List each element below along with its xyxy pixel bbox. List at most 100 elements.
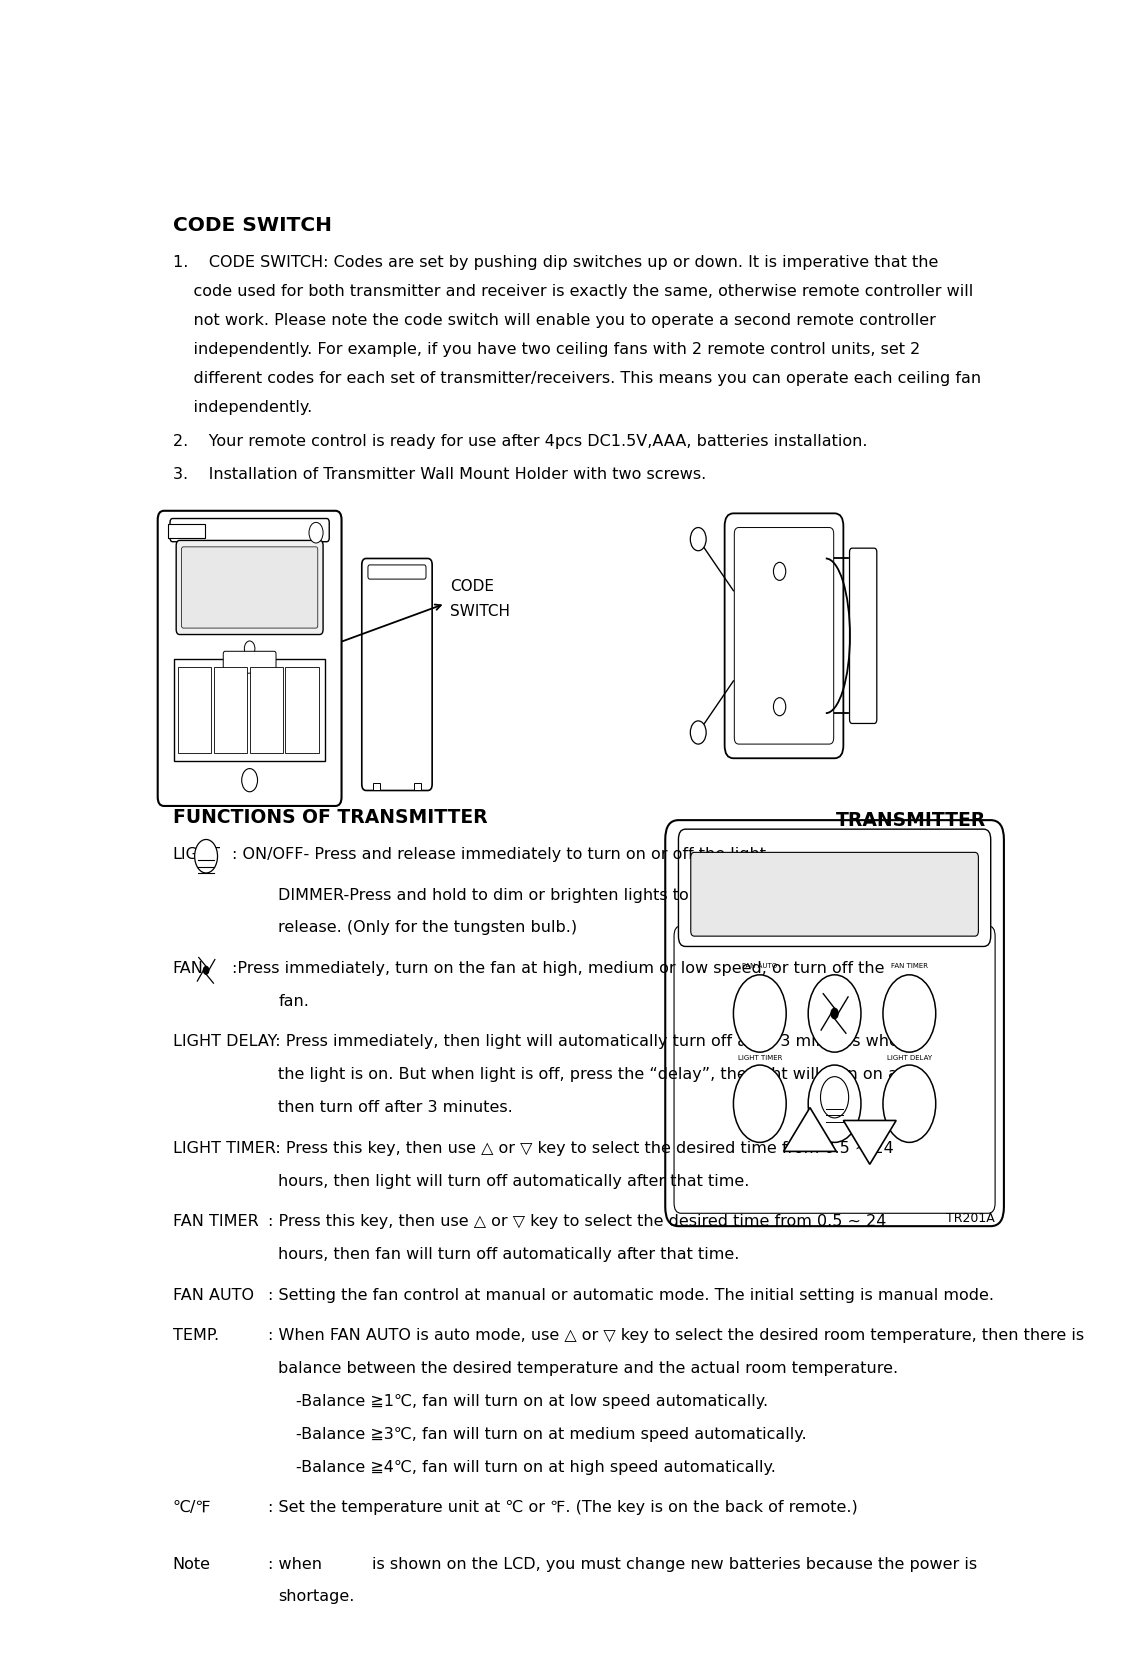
Text: ℃/℉: ℃/℉	[173, 1499, 211, 1514]
Text: AAA: AAA	[297, 704, 305, 709]
Text: -: -	[314, 736, 316, 739]
Bar	[364, 1548, 369, 1558]
Bar	[331, 1541, 364, 1566]
Text: +: +	[215, 736, 218, 739]
Text: CODE SWITCH: CODE SWITCH	[173, 216, 331, 236]
Circle shape	[242, 770, 258, 793]
Circle shape	[690, 721, 706, 744]
Circle shape	[733, 1066, 787, 1143]
Text: -Balance ≧1℃, fan will turn on at low speed automatically.: -Balance ≧1℃, fan will turn on at low sp…	[296, 1394, 768, 1409]
Text: -: -	[243, 736, 244, 739]
Circle shape	[831, 1009, 838, 1019]
Circle shape	[203, 967, 209, 975]
Text: the light is on. But when light is off, press the “delay”, the light will turn o: the light is on. But when light is off, …	[278, 1067, 918, 1082]
Bar	[175, 659, 325, 761]
Text: FAN TIMER: FAN TIMER	[173, 1213, 259, 1228]
Text: 3.    Installation of Transmitter Wall Mount Holder with two screws.: 3. Installation of Transmitter Wall Moun…	[173, 467, 706, 482]
Text: is shown on the LCD, you must change new batteries because the power is: is shown on the LCD, you must change new…	[372, 1556, 977, 1571]
Circle shape	[883, 1066, 935, 1143]
FancyBboxPatch shape	[679, 830, 991, 947]
Text: +: +	[251, 736, 254, 739]
Text: shortage.: shortage.	[278, 1588, 354, 1603]
Text: TRANSMITTER: TRANSMITTER	[836, 810, 986, 830]
Text: independently.: independently.	[173, 400, 312, 415]
FancyBboxPatch shape	[665, 821, 1004, 1226]
Bar	[168, 524, 205, 539]
Text: not work. Please note the code switch will enable you to operate a second remote: not work. Please note the code switch wi…	[173, 313, 935, 328]
FancyBboxPatch shape	[182, 547, 318, 629]
Text: LIGHT DELAY: Press immediately, then light will automatically turn off after 3 m: LIGHT DELAY: Press immediately, then lig…	[173, 1034, 909, 1049]
Text: LIGHT DELAY: LIGHT DELAY	[886, 1054, 932, 1061]
Circle shape	[195, 840, 218, 873]
Circle shape	[821, 1077, 849, 1118]
Circle shape	[808, 1066, 861, 1143]
FancyBboxPatch shape	[362, 559, 432, 791]
Text: FAN AUTO: FAN AUTO	[742, 962, 777, 969]
Bar	[286, 668, 319, 753]
Circle shape	[773, 564, 785, 581]
Circle shape	[883, 975, 935, 1052]
Text: TEMP.: TEMP.	[173, 1328, 219, 1342]
Text: FAN: FAN	[173, 960, 203, 975]
FancyBboxPatch shape	[734, 529, 834, 744]
Circle shape	[808, 975, 861, 1052]
FancyBboxPatch shape	[724, 514, 843, 760]
Text: FAN AUTO: FAN AUTO	[173, 1287, 253, 1302]
Text: : When FAN AUTO is auto mode, use △ or ▽ key to select the desired room temperat: : When FAN AUTO is auto mode, use △ or ▽…	[268, 1328, 1084, 1342]
FancyBboxPatch shape	[691, 853, 978, 937]
FancyBboxPatch shape	[158, 512, 342, 806]
Text: : Set the temperature unit at ℃ or ℉. (The key is on the back of remote.): : Set the temperature unit at ℃ or ℉. (T…	[268, 1499, 857, 1514]
Text: hours, then light will turn off automatically after that time.: hours, then light will turn off automati…	[278, 1173, 749, 1188]
FancyBboxPatch shape	[368, 565, 426, 581]
Text: FAN TIMER: FAN TIMER	[891, 962, 927, 969]
Text: code used for both transmitter and receiver is exactly the same, otherwise remot: code used for both transmitter and recei…	[173, 284, 973, 299]
Text: LIGHT TIMER: LIGHT TIMER	[738, 1054, 782, 1061]
Text: DIMMER-Press and hold to dim or brighten lights to the desired level and: DIMMER-Press and hold to dim or brighten…	[278, 887, 864, 902]
FancyBboxPatch shape	[224, 652, 276, 674]
Text: -Balance ≧3℃, fan will turn on at medium speed automatically.: -Balance ≧3℃, fan will turn on at medium…	[296, 1425, 807, 1440]
Text: +: +	[179, 736, 183, 739]
Polygon shape	[843, 1121, 897, 1164]
Text: AAA: AAA	[262, 704, 270, 709]
FancyBboxPatch shape	[849, 549, 877, 724]
Bar	[178, 668, 211, 753]
Text: AAA: AAA	[226, 704, 234, 709]
Text: FUNCTIONS OF TRANSMITTER: FUNCTIONS OF TRANSMITTER	[173, 808, 487, 826]
Text: Note: Note	[173, 1556, 211, 1571]
Bar	[250, 668, 283, 753]
Text: -Balance ≧4℃, fan will turn on at high speed automatically.: -Balance ≧4℃, fan will turn on at high s…	[296, 1459, 775, 1474]
Circle shape	[244, 641, 255, 657]
FancyBboxPatch shape	[674, 927, 995, 1213]
Text: -: -	[207, 736, 208, 739]
Text: hours, then fan will turn off automatically after that time.: hours, then fan will turn off automatica…	[278, 1246, 740, 1261]
Text: 1.    CODE SWITCH: Codes are set by pushing dip switches up or down. It is imper: 1. CODE SWITCH: Codes are set by pushing…	[173, 254, 938, 269]
Text: +: +	[286, 736, 289, 739]
Text: HOUR: HOUR	[817, 1129, 834, 1134]
Text: 2.    Your remote control is ready for use after 4pcs DC1.5V,AAA, batteries inst: 2. Your remote control is ready for use …	[173, 433, 867, 448]
Bar	[373, 783, 380, 791]
Text: fan.: fan.	[278, 994, 309, 1009]
Text: TR201A: TR201A	[947, 1211, 995, 1225]
Text: independently. For example, if you have two ceiling fans with 2 remote control u: independently. For example, if you have …	[173, 341, 919, 356]
Text: SET: SET	[245, 661, 254, 666]
Text: LIGHT TIMER: Press this key, then use △ or ▽ key to select the desired time from: LIGHT TIMER: Press this key, then use △ …	[173, 1139, 893, 1154]
Text: TEMP./BY: TEMP./BY	[814, 1116, 838, 1121]
Text: : Setting the fan control at manual or automatic mode. The initial setting is ma: : Setting the fan control at manual or a…	[268, 1287, 993, 1302]
Text: AAA: AAA	[190, 704, 199, 709]
Text: release. (Only for the tungsten bulb.): release. (Only for the tungsten bulb.)	[278, 920, 578, 935]
Circle shape	[690, 529, 706, 552]
FancyBboxPatch shape	[176, 540, 323, 636]
Polygon shape	[783, 1108, 836, 1151]
Text: balance between the desired temperature and the actual room temperature.: balance between the desired temperature …	[278, 1360, 898, 1375]
Circle shape	[309, 524, 323, 544]
Circle shape	[733, 975, 787, 1052]
Text: then turn off after 3 minutes.: then turn off after 3 minutes.	[278, 1099, 513, 1114]
Text: -: -	[278, 736, 280, 739]
Text: different codes for each set of transmitter/receivers. This means you can operat: different codes for each set of transmit…	[173, 371, 981, 386]
Text: LIGHT: LIGHT	[173, 847, 220, 862]
Bar	[213, 668, 247, 753]
Circle shape	[773, 698, 785, 716]
Bar	[413, 783, 421, 791]
Text: : ON/OFF- Press and release immediately to turn on or off the light.: : ON/OFF- Press and release immediately …	[233, 847, 772, 862]
Text: : Press this key, then use △ or ▽ key to select the desired time from 0.5 ~ 24: : Press this key, then use △ or ▽ key to…	[268, 1213, 886, 1228]
